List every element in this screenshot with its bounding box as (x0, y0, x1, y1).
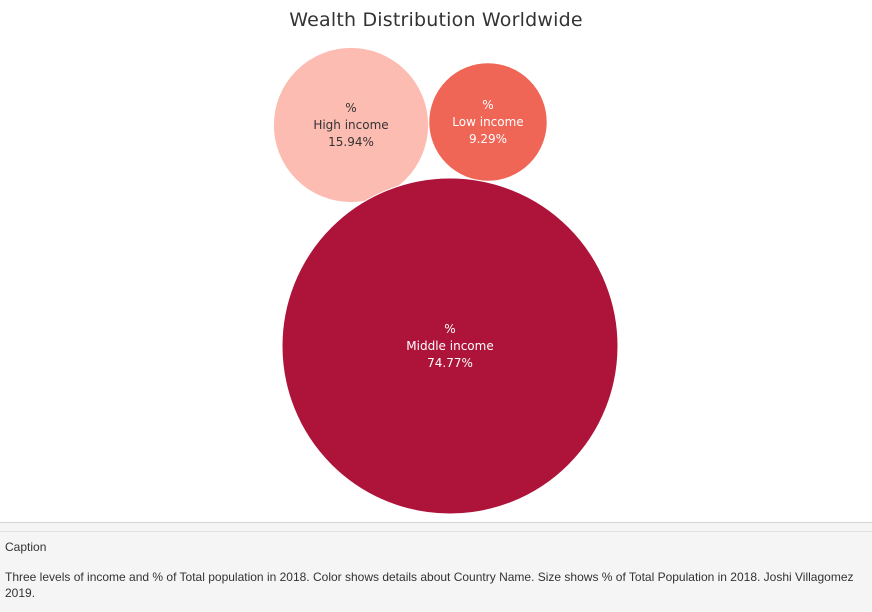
bubble-measure-label-middle-income: % (444, 322, 455, 336)
bubble-measure-label-high-income: % (345, 101, 356, 115)
bubble-chart: % High income 15.94%% Low income 9.29%% Middl… (272, 46, 619, 515)
bubble-category-label-low-income: Low income (452, 115, 523, 129)
bubble-value-label-middle-income: 74.77% (427, 356, 473, 370)
bubble-mark-middle-income[interactable] (281, 177, 619, 515)
caption-text: Three levels of income and % of Total po… (5, 570, 854, 600)
caption-panel: Caption Three levels of income and % of … (0, 522, 872, 612)
bubble-high-income[interactable]: % High income 15.94% (272, 46, 430, 204)
bubble-value-label-low-income: 9.29% (469, 132, 507, 146)
caption-heading: Caption (5, 540, 47, 554)
caption-divider (0, 531, 872, 532)
bubble-value-label-high-income: 15.94% (328, 135, 374, 149)
bubble-low-income[interactable]: % Low income 9.29% (428, 62, 548, 182)
bubble-measure-label-low-income: % (482, 98, 493, 112)
chart-title: Wealth Distribution Worldwide (289, 9, 583, 31)
bubble-category-label-middle-income: Middle income (406, 339, 493, 353)
bubble-mark-low-income[interactable] (428, 62, 548, 182)
bubble-category-label-high-income: High income (313, 118, 388, 132)
bubble-middle-income[interactable]: % Middle income 74.77% (281, 177, 619, 515)
